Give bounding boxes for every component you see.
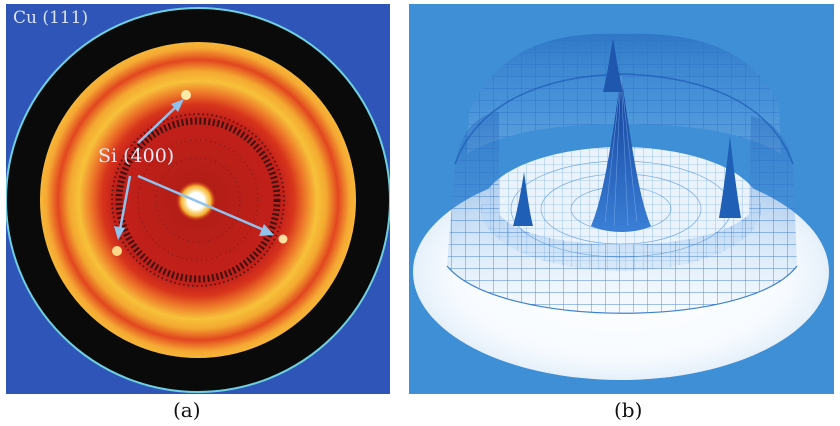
peak-right xyxy=(719,136,741,218)
si-spot-right xyxy=(278,234,288,244)
central-peak xyxy=(591,76,651,232)
si-spot-top xyxy=(181,90,191,100)
si-400-label: Si (400) xyxy=(98,145,175,167)
peak-back xyxy=(603,38,623,92)
peak-left xyxy=(513,172,533,226)
surface-plot-panel xyxy=(409,4,834,394)
diffraction-pattern-panel: Cu (111) Si (400) xyxy=(6,4,390,394)
arrow-to-top-spot xyxy=(137,104,179,144)
arrow-to-left-spot xyxy=(118,175,132,231)
dark-speckle-ring xyxy=(115,117,281,283)
diffraction-image xyxy=(6,7,390,393)
caption-b: (b) xyxy=(614,398,643,422)
arrow-to-right-spot xyxy=(137,174,265,232)
arrow-group xyxy=(114,99,274,240)
caption-a: (a) xyxy=(173,398,201,422)
cu-111-label: Cu (111) xyxy=(13,8,89,28)
surface-mesh-plot xyxy=(413,33,829,380)
si-spot-left xyxy=(112,246,122,256)
